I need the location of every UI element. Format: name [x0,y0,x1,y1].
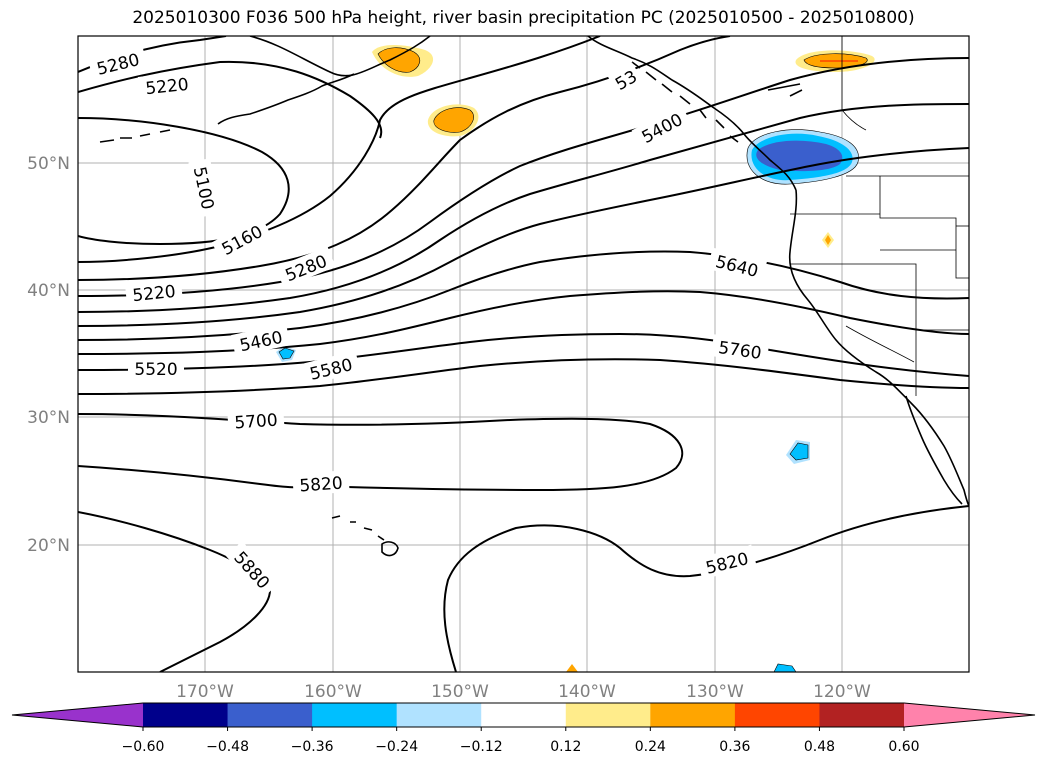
lat-label-40n: 40°N [27,281,70,301]
colorbar-ticks: −0.60 −0.48 −0.36 −0.24 −0.12 0.12 0.24 0.36 0.4… [122,727,920,755]
lon-label-130w: 130°W [686,682,744,702]
colorbar-tick-label: −0.12 [460,739,503,755]
lat-label-20n: 20°N [27,536,70,556]
contour-label: 5520 [134,360,177,380]
contour-label: 5220 [145,75,190,99]
shade-orange-south [566,664,578,672]
contour-label: 5220 [132,282,177,306]
coastlines [99,36,969,557]
longitude-labels: 170°W 160°W 150°W 140°W 130°W 120°W [176,682,871,702]
shade-blue-blob-south [773,663,797,672]
latitude-labels: 50°N 40°N 30°N 20°N [27,154,70,556]
colorbar-tick-label: −0.36 [291,739,334,755]
lon-label-170w: 170°W [176,682,234,702]
map-title: 2025010300 F036 500 hPa height, river ba… [132,8,915,28]
colorbar-tick-label: −0.24 [375,739,418,755]
colorbar-tick-label: 0.24 [635,739,666,755]
lat-label-30n: 30°N [27,408,70,428]
colorbar: −0.60 −0.48 −0.36 −0.24 −0.12 0.12 0.24 0.36 0.4… [11,702,1036,755]
contour-label: 5820 [299,474,344,497]
colorbar-tick-label: 0.36 [719,739,750,755]
lon-label-120w: 120°W [813,682,871,702]
colorbar-swatch [143,703,229,727]
colorbar-swatch [819,703,905,727]
colorbar-tick-label: 0.48 [804,739,835,755]
colorbar-swatch [396,703,482,727]
colorbar-tick-label: 0.60 [888,739,919,755]
map-panel: 5280 5220 5100 5160 5280 5220 5460 5520 … [27,35,970,702]
colorbar-swatch [650,703,736,727]
colorbar-tick-label: 0.12 [550,739,581,755]
colorbar-swatch [565,703,651,727]
colorbar-tick-label: −0.60 [122,739,165,755]
lon-label-160w: 160°W [304,682,362,702]
colorbar-swatch [312,703,398,727]
lon-label-150w: 150°W [431,682,489,702]
colorbar-tick-label: −0.48 [206,739,249,755]
colorbar-extend-high [904,703,1035,727]
colorbar-swatch [481,703,567,727]
political-borders [790,36,969,396]
shade-nw-royal-blue [756,140,843,172]
colorbar-extend-low [12,703,143,727]
colorbar-swatches [12,703,1035,727]
lon-label-140w: 140°W [558,682,616,702]
lat-label-50n: 50°N [27,154,70,174]
contour-label: 5700 [234,411,279,434]
height-contours [78,36,969,672]
colorbar-swatch [227,703,313,727]
colorbar-swatch [734,703,820,727]
